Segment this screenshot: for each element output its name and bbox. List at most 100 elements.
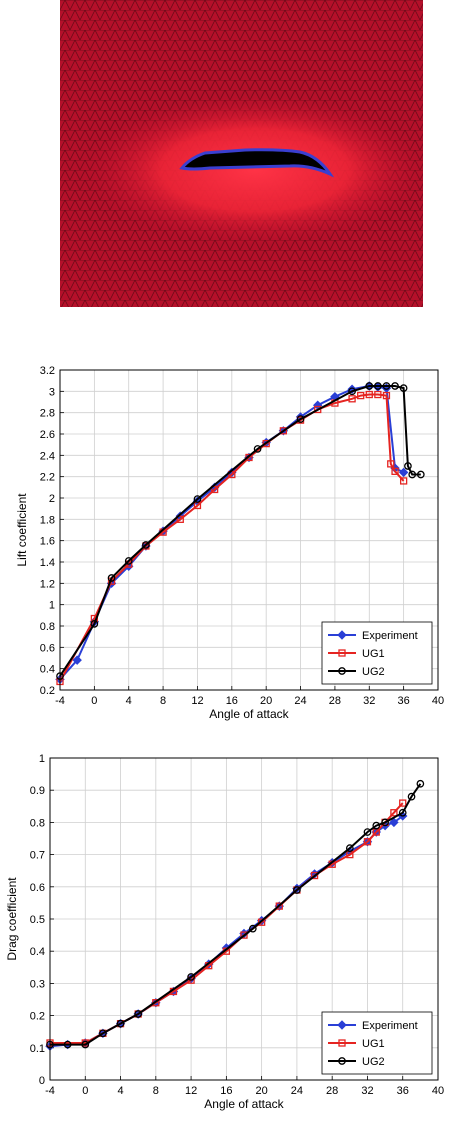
drag-x-tick-label: 40: [432, 1085, 444, 1097]
drag-point-ug2: [416, 779, 425, 788]
lift-point-ug1: [279, 427, 288, 435]
lift-x-tick-label: 16: [226, 695, 238, 707]
drag-y-tick-label: 0.7: [30, 850, 45, 862]
lift-point-ug2: [365, 382, 374, 390]
drag-y-tick-labels: 0 0.1 0.2 0.3 0.4 0.5 0.6 0.7 0.8 0.9 1: [30, 753, 45, 1087]
lift-point-ug1: [365, 390, 373, 399]
drag-y-tick-label: 0.2: [30, 1011, 45, 1023]
lift-legend-marker: [338, 667, 346, 675]
lift-y-tick-label: 2.2: [40, 472, 55, 484]
lift-point-ug2: [90, 620, 99, 628]
drag-point-ug2: [63, 1040, 72, 1049]
drag-line-ug2: [50, 783, 422, 1046]
lift-point-ug2: [296, 415, 305, 423]
drag-x-tick-label: 28: [326, 1085, 338, 1097]
drag-y-tick-label: 0.4: [30, 946, 45, 958]
lift-y-tick-label: 1.8: [40, 514, 55, 526]
drag-point-ug2: [187, 973, 195, 981]
drag-legend-marker: [337, 1020, 347, 1030]
lift-y-tick-label: 0.4: [40, 664, 55, 676]
lift-point-ug1: [387, 460, 395, 468]
drag-x-tick-label: 0: [82, 1085, 88, 1097]
lift-legend-marker: [337, 630, 347, 640]
drag-point-ug2: [363, 828, 372, 836]
lift-point-ug2: [399, 384, 408, 392]
drag-legend: Experiment UG1 UG2: [321, 1011, 433, 1075]
lift-legend: Experiment UG1 UG2: [321, 621, 433, 685]
lift-point-ug1: [176, 515, 184, 523]
lift-point-ug1: [399, 477, 408, 485]
drag-point-ug2: [81, 1040, 90, 1049]
drag-y-tick-label: 0.3: [30, 978, 45, 990]
lift-series-group: [55, 381, 425, 686]
lift-point-ug2: [142, 541, 150, 549]
lift-y-tick-label: 2: [49, 493, 55, 505]
drag-y-tick-label: 0: [39, 1075, 45, 1087]
drag-series-ug2: [46, 779, 425, 1049]
drag-point-ug1: [399, 799, 407, 807]
drag-x-tick-label: 4: [117, 1085, 123, 1097]
drag-x-tick-label: 36: [397, 1085, 409, 1097]
drag-point-ug1: [240, 931, 248, 939]
drag-point-ug2: [293, 886, 301, 894]
drag-x-tick-label: 32: [361, 1085, 373, 1097]
drag-coefficient-chart: -4 0 4 8 12 16 20 24 28 32 36 40 00.10.20.30.40.50.…: [5, 753, 444, 1111]
lift-point-ug1: [314, 405, 322, 414]
drag-point-ug2: [381, 818, 389, 827]
lift-point-ug2: [107, 574, 116, 582]
drag-legend-marker: [338, 1039, 346, 1047]
lift-legend-label: UG1: [362, 648, 385, 660]
lift-legend-label: UG2: [362, 666, 385, 678]
lift-point-ug2: [391, 382, 399, 390]
lift-x-tick-label: 36: [398, 695, 410, 707]
lift-y-tick-label: 1.4: [40, 557, 55, 569]
lift-y-tick-label: 1.6: [40, 536, 55, 548]
drag-y-tick-label: 0.8: [30, 817, 45, 829]
drag-x-tick-label: 20: [256, 1085, 268, 1097]
mesh-refinement-halo: [85, 95, 423, 245]
lift-point-ug1: [210, 485, 219, 494]
lift-x-tick-label: 20: [260, 695, 272, 707]
lift-series-ug2: [56, 382, 425, 680]
drag-y-tick-label: 0.1: [30, 1043, 45, 1055]
drag-x-tick-label: -4: [45, 1085, 55, 1097]
drag-y-tick-label: 0.5: [30, 914, 45, 926]
lift-point-ug2: [253, 445, 262, 453]
drag-legend-label: UG1: [362, 1038, 385, 1050]
lift-y-tick-label: 1.2: [40, 578, 55, 590]
drag-point-ug1: [363, 838, 372, 846]
drag-point-ug2: [345, 844, 354, 853]
drag-x-tick-label: 24: [291, 1085, 303, 1097]
lift-point-ug2: [408, 470, 417, 479]
drag-point-ug1: [390, 809, 398, 817]
lift-point-ug2: [416, 470, 425, 479]
lift-point-ug2: [404, 462, 412, 470]
lift-point-ug1: [374, 390, 382, 399]
lift-x-tick-label: -4: [55, 695, 65, 707]
lift-point-experiment: [72, 655, 82, 665]
drag-y-tick-label: 0.9: [30, 785, 45, 797]
lift-point-ug2: [193, 495, 202, 503]
airfoil-mesh-image: [60, 0, 423, 307]
drag-point-ug2: [248, 924, 257, 933]
lift-point-ug1: [382, 391, 391, 400]
lift-plot-frame: [59, 369, 439, 691]
lift-line-ug2: [59, 385, 421, 677]
drag-point-experiment: [389, 817, 399, 828]
drag-point-ug2: [134, 1010, 143, 1018]
lift-point-ug1: [348, 395, 356, 403]
lift-legend-marker: [338, 649, 346, 657]
lift-x-tick-label: 24: [294, 695, 306, 707]
lift-x-tick-label: 4: [126, 695, 132, 707]
lift-y-tick-label: 1: [49, 600, 55, 612]
lift-y-tick-label: 0.8: [40, 621, 55, 633]
drag-point-ug1: [275, 902, 283, 910]
drag-legend-marker: [338, 1057, 346, 1065]
lift-point-ug1: [262, 439, 270, 448]
drag-x-tick-label: 8: [153, 1085, 159, 1097]
airfoil-shape: [179, 148, 335, 178]
lift-y-tick-label: 2.6: [40, 429, 55, 441]
lift-y-axis-label: Lift coefficient: [15, 493, 29, 567]
lift-point-ug2: [348, 387, 356, 396]
lift-x-tick-label: 0: [91, 695, 97, 707]
